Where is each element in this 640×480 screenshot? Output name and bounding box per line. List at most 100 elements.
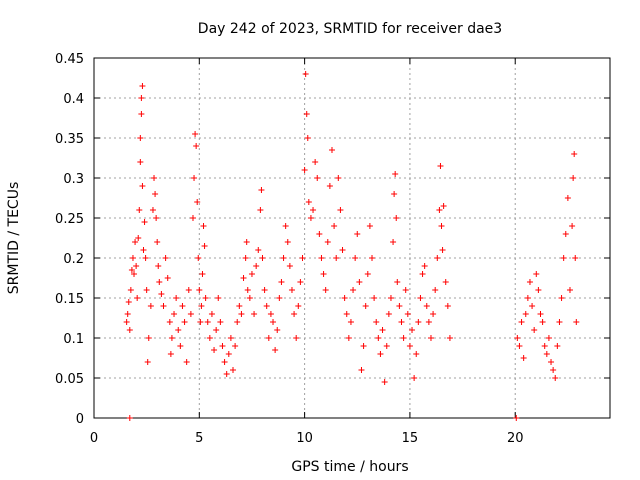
data-point — [134, 295, 141, 301]
data-point — [437, 163, 444, 169]
data-point — [284, 239, 291, 245]
y-tick-label: 0.4 — [63, 92, 84, 107]
x-tick-label: 10 — [296, 431, 313, 446]
data-point — [144, 359, 151, 365]
data-point — [145, 335, 152, 341]
data-point — [516, 343, 523, 349]
x-tick-label: 15 — [402, 431, 419, 446]
data-point — [406, 343, 413, 349]
data-point — [234, 319, 241, 325]
data-point — [164, 275, 171, 281]
data-point — [569, 223, 576, 229]
data-point — [434, 255, 441, 261]
data-point — [541, 343, 548, 349]
data-point — [223, 371, 230, 377]
data-point — [299, 255, 306, 261]
data-point — [197, 319, 204, 325]
data-point — [236, 303, 243, 309]
data-point — [202, 295, 209, 301]
data-point — [439, 247, 446, 253]
data-point — [258, 187, 265, 193]
data-point — [208, 311, 215, 317]
data-point — [196, 287, 203, 293]
data-point — [204, 319, 211, 325]
data-point — [514, 335, 521, 341]
data-point — [132, 239, 139, 245]
data-point — [244, 287, 251, 293]
data-point — [312, 159, 319, 165]
data-point — [392, 171, 399, 177]
data-point — [331, 223, 338, 229]
data-point — [552, 375, 559, 381]
data-point — [404, 311, 411, 317]
data-point — [318, 255, 325, 261]
data-point — [337, 207, 344, 213]
data-point — [430, 311, 437, 317]
data-point — [400, 335, 407, 341]
data-point — [147, 303, 154, 309]
data-point — [362, 303, 369, 309]
data-point — [151, 175, 158, 181]
data-point — [415, 319, 422, 325]
y-tick-label: 0 — [76, 412, 84, 427]
data-point — [303, 111, 310, 117]
data-point — [328, 147, 335, 153]
data-point — [573, 319, 580, 325]
y-axis-title: SRMTID / TECUs — [6, 182, 22, 295]
data-point — [341, 295, 348, 301]
y-tick-label: 0.45 — [55, 52, 84, 67]
data-point — [366, 223, 373, 229]
zero-marker — [126, 415, 133, 421]
data-point — [291, 311, 298, 317]
data-point — [385, 311, 392, 317]
data-point — [545, 335, 552, 341]
data-point — [326, 183, 333, 189]
data-point — [295, 303, 302, 309]
data-point — [227, 335, 234, 341]
data-point — [137, 135, 144, 141]
data-point — [350, 287, 357, 293]
data-point — [251, 311, 258, 317]
data-point — [185, 287, 192, 293]
data-point — [379, 327, 386, 333]
data-point — [305, 199, 312, 205]
y-tick-label: 0.35 — [55, 132, 84, 147]
data-point — [155, 263, 162, 269]
x-tick-label: 20 — [507, 431, 524, 446]
data-point — [225, 351, 232, 357]
data-point — [402, 287, 409, 293]
data-point — [307, 215, 314, 221]
data-point — [375, 335, 382, 341]
data-point — [124, 311, 131, 317]
data-point — [398, 319, 405, 325]
data-point — [238, 311, 245, 317]
data-point — [131, 271, 138, 277]
data-point — [288, 287, 295, 293]
data-point — [160, 303, 167, 309]
data-point — [158, 291, 165, 297]
data-point — [195, 255, 202, 261]
data-point — [240, 275, 247, 281]
data-point — [354, 231, 361, 237]
data-point — [391, 191, 398, 197]
data-point — [371, 295, 378, 301]
y-tick-label: 0.1 — [63, 332, 84, 347]
data-point — [550, 367, 557, 373]
data-point — [140, 247, 147, 253]
data-point — [543, 351, 550, 357]
data-point — [152, 191, 159, 197]
data-point — [518, 319, 525, 325]
data-point — [301, 167, 308, 173]
data-point — [396, 303, 403, 309]
data-point — [142, 255, 149, 261]
data-point — [138, 95, 145, 101]
data-point — [123, 319, 130, 325]
x-axis-title: GPS time / hours — [291, 459, 408, 475]
data-point — [154, 239, 161, 245]
data-point — [272, 347, 279, 353]
data-point — [194, 199, 201, 205]
data-point — [183, 359, 190, 365]
data-point — [562, 231, 569, 237]
data-point — [566, 287, 573, 293]
